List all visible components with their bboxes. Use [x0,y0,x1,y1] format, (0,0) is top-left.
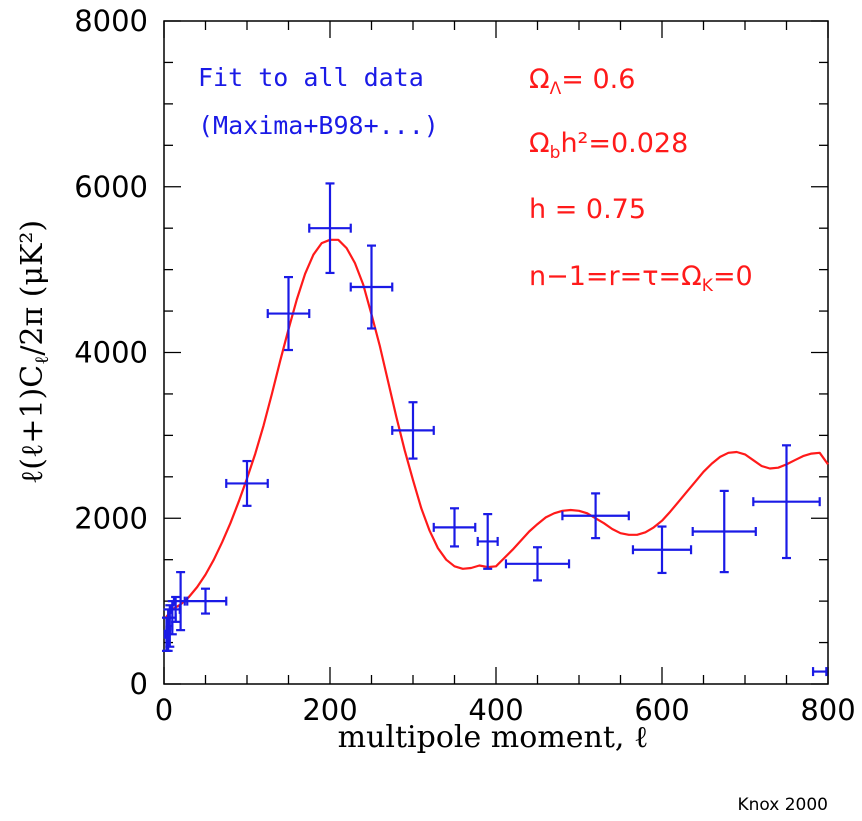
blue-annotation: Fit to all data (Maxima+B98+...) [198,63,439,140]
data-point [476,513,499,570]
annotation-fit-line: Fit to all data [198,63,424,92]
param-omega-b: Ωbh²=0.028 [529,128,688,163]
data-point [391,401,435,460]
param-h: h = 0.75 [529,194,646,225]
x-tick-label: 800 [800,693,855,727]
data-point [183,587,228,615]
param-n-r-tau: n−1=r=τ=ΩK=0 [529,261,753,296]
annotation-datasets-line: (Maxima+B98+...) [198,111,439,140]
credit-label: Knox 2000 [737,795,828,815]
x-tick-label: 200 [302,693,357,727]
data-point [504,546,571,582]
data-point [691,489,757,574]
data-point [266,275,311,352]
data-point [561,492,630,540]
red-annotation: ΩΛ= 0.6 Ωbh²=0.028 h = 0.75 n−1=r=τ=ΩK=0 [529,64,753,296]
y-tick-label: 4000 [74,336,148,370]
model-curve [164,238,829,619]
y-tick-label: 6000 [74,170,148,204]
data-point [811,667,828,677]
data-point [752,444,821,560]
data-point [225,459,269,507]
param-omega-lambda: ΩΛ= 0.6 [529,64,635,99]
y-tick-label: 0 [130,667,148,701]
data-points-group [161,182,828,677]
y-tick-label: 2000 [74,501,148,535]
data-point [349,244,394,330]
data-point [432,507,477,548]
y-tick-label: 8000 [74,4,148,38]
data-point [631,525,693,575]
x-tick-label: 600 [634,693,689,727]
x-axis-label: multipole moment, ℓ [338,720,649,755]
y-axis-label: ℓ(ℓ+1)Cℓ/2π (μK²) [15,220,53,484]
data-point [308,182,352,275]
x-tick-label: 0 [155,693,173,727]
model-curve-group [164,238,829,619]
x-tick-label: 400 [468,693,523,727]
